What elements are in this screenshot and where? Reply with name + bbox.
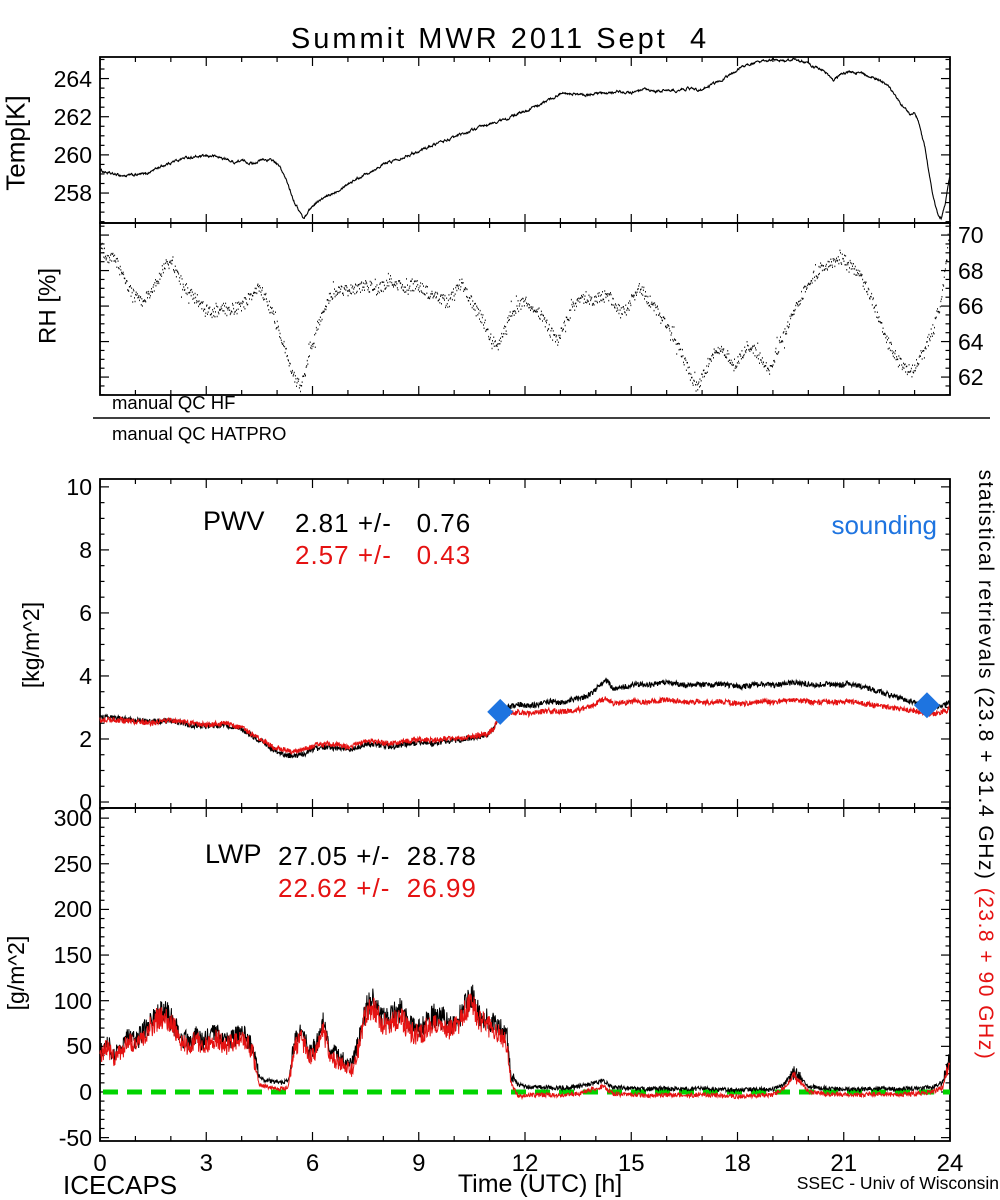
temp-ytick-label: 258 xyxy=(53,180,92,207)
qc-hf-label: manual QC HF xyxy=(112,392,236,413)
temp-ytick-label: 264 xyxy=(53,65,92,92)
x-tick-label: 18 xyxy=(724,1150,751,1177)
pwv-series-red xyxy=(99,696,950,755)
lwp-stats-red: 22.62 +/- 26.99 xyxy=(278,873,477,903)
pwv-ytick-label: 10 xyxy=(66,473,92,500)
pwv-ytick-label: 4 xyxy=(79,662,92,689)
x-tick-label: 21 xyxy=(830,1150,858,1177)
lwp-series-red xyxy=(99,993,951,1101)
lwp-stats-black: 27.05 +/- 28.78 xyxy=(278,841,477,871)
x-tick-label: 9 xyxy=(412,1150,426,1177)
pwv-panel-label: PWV xyxy=(203,506,265,536)
right-margin-caption-black: statistical retrievals (23.8 + 31.4 GHz) xyxy=(974,469,998,881)
pwv-stats-black: 2.81 +/- 0.76 xyxy=(295,508,472,538)
rh-ytick-label: 70 xyxy=(958,222,984,249)
x-axis-title: Time (UTC) [h] xyxy=(457,1170,623,1198)
x-tick-label: 0 xyxy=(93,1150,107,1177)
x-tick-label: 3 xyxy=(199,1150,213,1177)
lwp-ytick-label: -50 xyxy=(58,1124,92,1151)
lwp-ytick-label: 100 xyxy=(53,987,92,1014)
lwp-ytick-label: 250 xyxy=(53,850,92,877)
pwv-ytick-label: 8 xyxy=(79,536,92,563)
lwp-series-black xyxy=(99,984,951,1094)
x-tick-label: 12 xyxy=(511,1150,539,1177)
x-tick-label: 6 xyxy=(305,1150,320,1177)
rh-ytick-label: 64 xyxy=(958,328,984,355)
pwv-ytick-label: 0 xyxy=(79,789,92,815)
pwv-series-black xyxy=(99,677,951,759)
rh-axis-title: RH [%] xyxy=(34,267,62,345)
temp-ytick-label: 260 xyxy=(53,141,92,168)
temp-series-black xyxy=(99,57,951,221)
pwv-stats-red: 2.57 +/- 0.43 xyxy=(295,540,472,570)
rh-ytick-label: 62 xyxy=(958,364,984,391)
x-tick-label: 24 xyxy=(936,1150,964,1177)
figure-title: Summit MWR 2011 Sept 4 xyxy=(290,23,710,55)
rh-ytick-label: 66 xyxy=(958,293,984,320)
rh-ytick-label: 68 xyxy=(958,257,984,284)
lwp-ytick-label: 50 xyxy=(66,1033,92,1060)
lwp-ytick-label: 0 xyxy=(79,1078,92,1105)
rh-panel-frame xyxy=(99,222,951,396)
temp-panel-frame xyxy=(99,56,951,224)
sounding-marker xyxy=(487,698,514,725)
lwp-panel-label: LWP xyxy=(205,839,262,869)
sounding-legend-label: sounding xyxy=(831,510,937,540)
right-margin-caption: statistical retrievals (23.8 + 31.4 GHz)… xyxy=(974,455,1000,1061)
x-tick-label: 15 xyxy=(617,1150,645,1177)
right-margin-caption-red: (23.8 + 90 GHz) xyxy=(974,880,998,1061)
footer-credit-label: SSEC - Univ of Wisconsin xyxy=(796,1173,999,1193)
lwp-ytick-label: 200 xyxy=(53,896,92,923)
footer-project-label: ICECAPS xyxy=(63,1170,178,1200)
rh-series-black xyxy=(100,224,951,393)
qc-hatpro-label: manual QC HATPRO xyxy=(112,423,287,444)
pwv-ytick-label: 2 xyxy=(79,725,92,752)
sounding-marker xyxy=(913,692,940,719)
lwp-ytick-label: 150 xyxy=(53,942,92,969)
temp-ytick-label: 262 xyxy=(53,103,92,130)
lwp-ytick-label: 300 xyxy=(53,805,92,832)
pwv-ytick-label: 6 xyxy=(79,599,92,626)
